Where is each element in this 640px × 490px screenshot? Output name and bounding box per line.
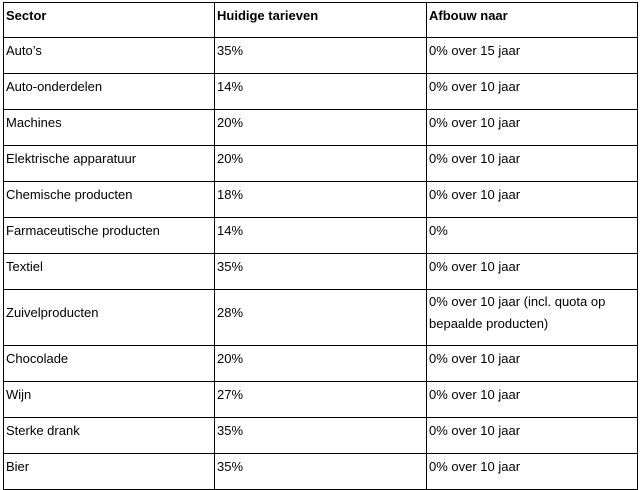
table-cell: 0% over 15 jaar [426, 37, 638, 74]
table-cell: Zuivelproducten [3, 289, 215, 346]
table-cell: 0% over 10 jaar [426, 181, 638, 218]
table-cell: Elektrische apparatuur [3, 145, 215, 182]
table-cell: Sterke drank [3, 417, 215, 454]
header-cell: Huidige tarieven [214, 2, 427, 38]
table-cell: 0% over 10 jaar [426, 73, 638, 110]
header-row: Sector Huidige tarieven Afbouw naar [3, 2, 638, 38]
table-cell: Chemische producten [3, 181, 215, 218]
table-cell: 0% over 10 jaar [426, 345, 638, 382]
table-cell: 20% [214, 109, 427, 146]
table-cell: 20% [214, 345, 427, 382]
table-cell: 28% [214, 289, 427, 346]
table-cell: 0% over 10 jaar [426, 109, 638, 146]
table-row: Farmaceutische producten 14% 0% [3, 217, 638, 254]
table-row: Bier 35% 0% over 10 jaar [3, 453, 638, 490]
table-cell: 0% over 10 jaar [426, 253, 638, 290]
table-cell: 18% [214, 181, 427, 218]
table-row: Auto-onderdelen 14% 0% over 10 jaar [3, 73, 638, 110]
table-cell: 27% [214, 381, 427, 418]
table-cell: 0% over 10 jaar [426, 381, 638, 418]
table-row: Elektrische apparatuur 20% 0% over 10 jaar [3, 145, 638, 182]
tariff-table: Sector Huidige tarieven Afbouw naar Auto’s… [3, 2, 638, 490]
table-cell: 20% [214, 145, 427, 182]
table-row: Machines 20% 0% over 10 jaar [3, 109, 638, 146]
table-row: Auto’s 35% 0% over 15 jaar [3, 37, 638, 74]
table-cell: 35% [214, 37, 427, 74]
table-cell: Chocolade [3, 345, 215, 382]
table-cell: 35% [214, 253, 427, 290]
table-cell: 14% [214, 217, 427, 254]
table-cell: 14% [214, 73, 427, 110]
header-cell: Afbouw naar [426, 2, 638, 38]
table-row: Chocolade 20% 0% over 10 jaar [3, 345, 638, 382]
table-cell: 0% over 10 jaar [426, 453, 638, 490]
table-cell: 35% [214, 417, 427, 454]
table-cell: Textiel [3, 253, 215, 290]
table-cell: 35% [214, 453, 427, 490]
table-row: Chemische producten 18% 0% over 10 jaar [3, 181, 638, 218]
table-cell: 0% over 10 jaar [426, 145, 638, 182]
table-row: Zuivelproducten 28% 0% over 10 jaar (incl.… [3, 289, 638, 346]
table-row: Wijn 27% 0% over 10 jaar [3, 381, 638, 418]
header-cell: Sector [3, 2, 215, 38]
table-cell: Bier [3, 453, 215, 490]
table-cell: 0% over 10 jaar [426, 417, 638, 454]
table-cell: Wijn [3, 381, 215, 418]
table-cell: 0% [426, 217, 638, 254]
table-cell: Farmaceutische producten [3, 217, 215, 254]
table-cell: Auto’s [3, 37, 215, 74]
table-cell: Machines [3, 109, 215, 146]
table-cell: Auto-onderdelen [3, 73, 215, 110]
table-cell: 0% over 10 jaar (incl. quota op bepaalde… [426, 289, 638, 346]
table-row: Textiel 35% 0% over 10 jaar [3, 253, 638, 290]
table-row: Sterke drank 35% 0% over 10 jaar [3, 417, 638, 454]
